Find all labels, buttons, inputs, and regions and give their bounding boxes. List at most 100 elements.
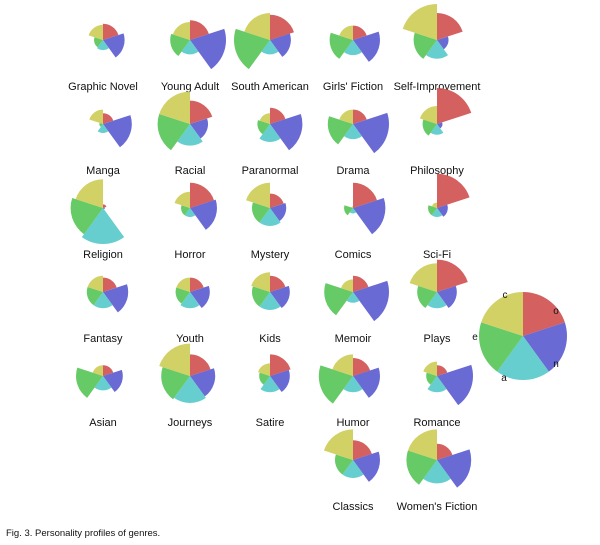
genre-glyphs: Graphic Novel Young Adult South American Gi… — [68, 4, 480, 513]
genre-label: Graphic Novel — [68, 81, 138, 93]
genre-label: Self-Improvement — [394, 81, 481, 93]
genre-glyph-young-adult: Young Adult — [161, 20, 226, 93]
wedge-o — [270, 193, 284, 208]
wedge-a — [97, 124, 109, 133]
wedge-e — [318, 365, 353, 404]
wedge-e — [329, 32, 353, 59]
wedge-e — [257, 120, 270, 135]
wedge-o — [270, 275, 286, 292]
wedge-a — [259, 208, 281, 226]
wedge-n — [190, 285, 210, 309]
genre-label: Mystery — [251, 249, 290, 261]
wedge-o — [437, 259, 468, 292]
wedge-o — [190, 100, 213, 124]
wedge-c — [351, 206, 353, 208]
legend-label-c: c — [503, 290, 508, 301]
genre-glyph-plays: Plays — [409, 259, 468, 345]
genre-label: Comics — [335, 249, 372, 261]
genre-glyph-south-american: South American — [231, 13, 309, 93]
wedge-e — [234, 28, 270, 70]
genre-glyph-humor: Humor — [318, 354, 380, 429]
wedge-o — [103, 113, 114, 124]
wedge-o — [103, 277, 117, 292]
wedge-n — [270, 33, 291, 57]
wedge-c — [159, 343, 190, 376]
genre-glyph-comics: Comics — [335, 182, 386, 261]
wedge-o — [437, 365, 448, 376]
genre-label: Drama — [336, 165, 370, 177]
genre-label: Racial — [175, 165, 206, 177]
wedge-e — [327, 116, 353, 145]
wedge-e — [181, 205, 190, 216]
wedge-a — [174, 376, 206, 403]
genre-label: Horror — [174, 249, 206, 261]
genre-label: Humor — [336, 417, 369, 429]
wedge-c — [159, 91, 190, 124]
genre-glyph-paranormal: Paranormal — [242, 107, 303, 177]
wedge-a — [81, 208, 125, 244]
legend-wedge-e — [478, 322, 523, 372]
wedge-a — [342, 460, 364, 478]
wedge-n — [353, 367, 380, 398]
wedge-e — [422, 119, 437, 136]
genre-label: Girls' Fiction — [323, 81, 383, 93]
genre-glyph-women-s-fiction: Women's Fiction — [397, 429, 478, 513]
wedge-n — [437, 285, 457, 309]
legend: c o e n a — [472, 290, 568, 384]
genre-label: Youth — [176, 333, 204, 345]
wedge-n — [353, 31, 380, 62]
wedge-c — [246, 182, 270, 208]
wedge-n — [190, 368, 216, 397]
wedge-o — [437, 12, 463, 40]
wedge-o — [103, 365, 114, 376]
genre-glyph-kids: Kids — [251, 272, 290, 345]
genre-glyph-fantasy: Fantasy — [83, 275, 129, 345]
wedge-o — [437, 443, 453, 460]
wedge-n — [353, 280, 389, 322]
wedge-n — [437, 449, 472, 488]
genre-label: Women's Fiction — [397, 501, 478, 513]
legend-label-e: e — [472, 332, 478, 343]
wedge-a — [349, 208, 357, 214]
figure-caption: Fig. 3. Personality profiles of genres. — [6, 528, 161, 539]
wedge-o — [437, 88, 472, 124]
genre-label: Young Adult — [161, 81, 219, 93]
wedge-a — [177, 124, 203, 146]
wedge-n — [103, 207, 105, 210]
genre-glyph-classics: Classics — [323, 429, 380, 513]
genre-label: Paranormal — [242, 165, 299, 177]
wedge-a — [261, 40, 279, 55]
wedge-n — [353, 451, 380, 482]
wedge-c — [172, 22, 190, 40]
wedge-e — [252, 286, 270, 307]
wedge-a — [181, 40, 199, 55]
wedge-n — [190, 28, 226, 70]
wedge-o — [353, 358, 371, 376]
wedge-c — [87, 275, 103, 292]
wedge-a — [343, 376, 363, 393]
wedge-e — [94, 37, 103, 48]
wedge-a — [427, 292, 447, 309]
wedge-n — [437, 204, 448, 217]
wedge-c — [323, 429, 353, 460]
wedge-c — [92, 365, 103, 376]
wedge-a — [94, 376, 112, 391]
wedge-c — [423, 361, 437, 376]
wedge-o — [190, 277, 204, 292]
legend-wedge-a — [497, 336, 549, 381]
wedge-e — [324, 283, 353, 316]
wedge-o — [353, 25, 367, 40]
legend-label-n: n — [553, 359, 559, 370]
genre-label: Satire — [256, 417, 285, 429]
genre-glyph-horror: Horror — [174, 182, 217, 261]
wedge-a — [97, 40, 109, 51]
genre-glyph-journeys: Journeys — [159, 343, 216, 429]
legend-label-o: o — [553, 306, 559, 317]
genre-label: Classics — [333, 501, 374, 513]
wedge-o — [353, 182, 377, 208]
wedge-a — [344, 40, 362, 56]
wedge-e — [76, 367, 103, 398]
wedge-e — [406, 450, 437, 485]
wedge-n — [437, 36, 449, 50]
